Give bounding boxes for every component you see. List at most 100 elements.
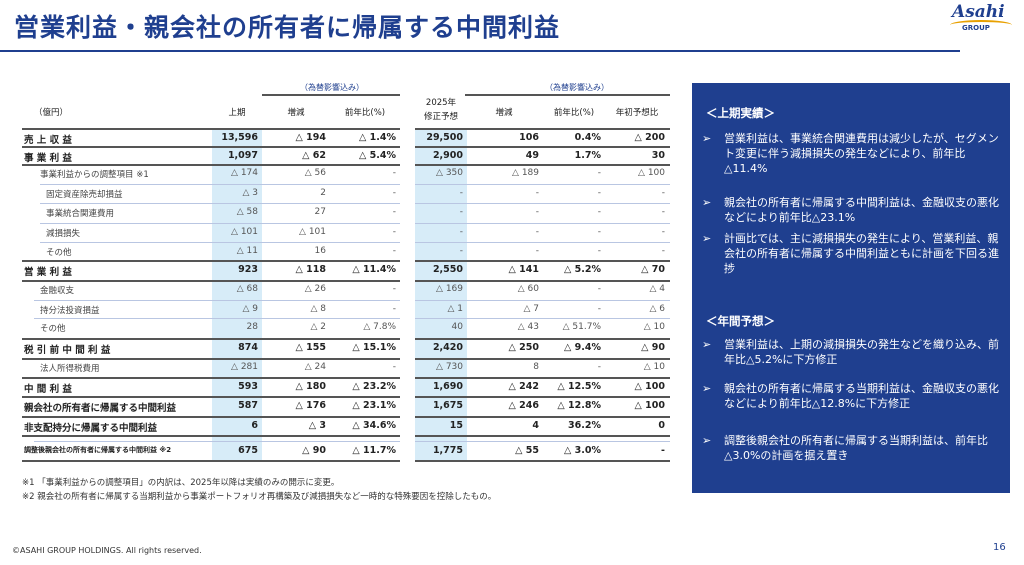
row-rule <box>415 377 670 379</box>
summary-bullet: ➢ 営業利益は、事業統合関連費用は減少したが、セグメント変更に伴う減損損失の発生な… <box>702 131 1002 176</box>
row-rule <box>22 260 400 262</box>
row-rule <box>415 128 670 130</box>
cell-value: 2 <box>320 188 326 198</box>
fx-underline-1 <box>262 94 400 96</box>
cell-value: △ 11 <box>236 246 258 256</box>
summary-bullet: ➢ 営業利益は、上期の減損損失の発生などを織り込み、前年比△5.2%に下方修正 <box>702 337 1002 367</box>
cell-value: - <box>459 207 463 217</box>
cell-value: - <box>459 188 463 198</box>
cell-value: △ 24 <box>304 362 326 372</box>
cell-value: - <box>597 362 601 372</box>
cell-value: 0 <box>658 420 665 431</box>
cell-value: - <box>392 227 396 237</box>
cell-value: - <box>597 227 601 237</box>
table-row: 減損損失 △ 101 △ 101 - - - - - <box>22 223 670 242</box>
cell-value: △ 730 <box>436 362 463 372</box>
table-row: その他 △ 11 16 - - - - - <box>22 242 670 261</box>
cell-value: 8 <box>533 362 539 372</box>
row-label: 事 業 利 益 <box>24 153 72 164</box>
row-rule <box>415 460 670 462</box>
cell-value: - <box>392 362 396 372</box>
cell-value: - <box>597 207 601 217</box>
cell-value: △ 26 <box>304 284 326 294</box>
cell-value: - <box>535 188 539 198</box>
table-row: 金融収支 △ 68 △ 26 - △ 169 △ 60 - △ 4 <box>22 280 670 299</box>
row-rule <box>40 223 400 224</box>
row-label: 税 引 前 中 間 利 益 <box>24 345 111 356</box>
cell-value: 30 <box>651 150 665 161</box>
logo-group: GROUP <box>962 24 990 32</box>
section-first-half: ＜上期実績＞ <box>706 106 775 120</box>
cell-value: △ 200 <box>634 132 665 143</box>
row-rule <box>415 242 670 243</box>
cell-value: - <box>392 284 396 294</box>
cell-value: - <box>661 246 665 256</box>
row-label: 金融収支 <box>40 286 75 296</box>
cell-value: - <box>392 168 396 178</box>
table-row: 法人所得税費用 △ 281 △ 24 - △ 730 8 - △ 10 <box>22 358 670 377</box>
cell-value: △ 350 <box>436 168 463 178</box>
copyright: ©ASAHI GROUP HOLDINGS. All rights reserv… <box>12 546 202 555</box>
row-label: 親会社の所有者に帰属する中間利益 <box>24 403 177 414</box>
arrow-bullet-icon: ➢ <box>702 132 712 145</box>
cell-value: - <box>535 246 539 256</box>
page-title: 営業利益・親会社の所有者に帰属する中間利益 <box>14 13 561 42</box>
cell-value: △ 90 <box>641 342 665 353</box>
cell-value: - <box>392 188 396 198</box>
cell-value: 1.7% <box>574 150 601 161</box>
summary-panel: ＜上期実績＞ ➢ 営業利益は、事業統合関連費用は減少したが、セグメント変更に伴う減… <box>692 83 1010 493</box>
arrow-bullet-icon: ➢ <box>702 338 712 351</box>
cell-value: 106 <box>519 132 539 143</box>
row-rule <box>22 146 400 148</box>
cell-value: △ 4 <box>649 284 665 294</box>
arrow-bullet-icon: ➢ <box>702 434 712 447</box>
table-row: 親会社の所有者に帰属する中間利益 587 △ 176 △ 23.1% 1,675 △ 24… <box>22 396 670 415</box>
row-label: 非支配持分に帰属する中間利益 <box>24 423 158 434</box>
cell-value: 675 <box>238 445 258 456</box>
cell-value: △ 189 <box>512 168 539 178</box>
cell-value: - <box>661 227 665 237</box>
table-row: 税 引 前 中 間 利 益 874 △ 155 △ 15.1% 2,420 △ 250 △ … <box>22 338 670 357</box>
row-rule <box>40 184 400 185</box>
cell-value: △ 11.4% <box>352 264 396 275</box>
cell-value: 13,596 <box>221 132 258 143</box>
column-header: 上期 <box>228 108 246 118</box>
column-header: 増減 <box>495 108 513 118</box>
row-label: 減損損失 <box>46 229 81 239</box>
cell-value: △ 100 <box>638 168 665 178</box>
cell-value: - <box>392 304 396 314</box>
cell-value: 16 <box>314 246 326 256</box>
row-rule <box>40 242 400 243</box>
row-rule <box>415 280 670 282</box>
row-rule <box>22 338 400 340</box>
cell-value: 593 <box>238 381 258 392</box>
cell-value: 923 <box>238 264 258 275</box>
cell-value: △ 3.0% <box>564 445 601 456</box>
cell-value: - <box>661 445 665 456</box>
bullet-text: 親会社の所有者に帰属する中間利益は、金融収支の悪化などにより前年比△23.1% <box>724 196 999 224</box>
column-header: 増減 <box>287 108 305 118</box>
cell-value: △ 100 <box>634 400 665 411</box>
row-rule <box>415 318 670 319</box>
cell-value: - <box>535 227 539 237</box>
cell-value: △ 6 <box>649 304 665 314</box>
cell-value: △ 7 <box>523 304 539 314</box>
table-row: 売 上 収 益 13,596 △ 194 △ 1.4% 29,500 106 0.4% △ 2… <box>22 128 670 147</box>
table-row: 固定資産除売却損益 △ 3 2 - - - - - <box>22 184 670 203</box>
title-underline <box>0 50 960 52</box>
column-header: 2025年 修正予想 <box>423 98 458 122</box>
table-row: 事 業 利 益 1,097 △ 62 △ 5.4% 2,900 49 1.7% 30 <box>22 146 670 165</box>
cell-value: △ 246 <box>508 400 539 411</box>
fx-label-2: （為替影響込み） <box>545 83 609 92</box>
row-rule <box>40 203 400 204</box>
cell-value: △ 51.7% <box>562 322 601 332</box>
highlight-column-forecast <box>415 128 467 462</box>
row-label: 事業利益からの調整項目 ※1 <box>40 170 149 180</box>
cell-value: 2,550 <box>432 264 463 275</box>
cell-value: 1,097 <box>227 150 258 161</box>
cell-value: △ 1.4% <box>359 132 396 143</box>
cell-value: - <box>661 188 665 198</box>
row-rule <box>415 396 670 398</box>
fx-label-1: （為替影響込み） <box>300 83 364 92</box>
row-rule <box>415 441 670 442</box>
